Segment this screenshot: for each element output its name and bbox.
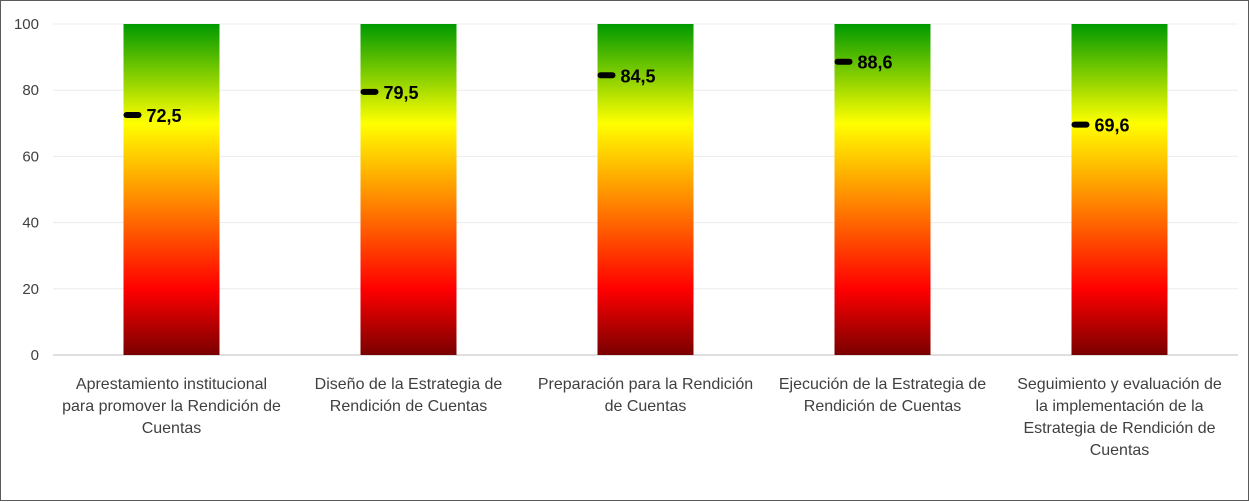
bar: [360, 24, 457, 355]
y-tick-label: 20: [22, 281, 39, 298]
data-label: 69,6: [1095, 116, 1130, 136]
data-label: 84,5: [621, 66, 656, 86]
y-tick-label: 60: [22, 148, 39, 165]
data-label: 79,5: [384, 83, 419, 103]
bar: [123, 24, 220, 355]
category-label: Preparación para la Rendición de Cuentas: [538, 376, 753, 415]
y-tick-label: 80: [22, 82, 39, 99]
bar: [1071, 24, 1168, 355]
y-axis-ticks: 0 20 40 60 80 100: [14, 16, 39, 364]
value-markers: 72,5 79,5 84,5 88,6 69,6: [123, 53, 1130, 136]
bars: [123, 24, 1168, 355]
bar: [834, 24, 931, 355]
category-label: Apresta­miento institucional para promove…: [62, 376, 281, 437]
data-label: 72,5: [147, 106, 182, 126]
y-tick-label: 100: [14, 16, 39, 33]
category-label: Seguimiento y evaluación de la implementa…: [1017, 376, 1222, 459]
data-label: 88,6: [858, 53, 893, 73]
y-tick-label: 40: [22, 215, 39, 232]
category-label: Diseño de la Estrategia de Rendición de C…: [315, 376, 503, 415]
bar: [597, 24, 694, 355]
category-label: Ejecución de la Estrategia de Rendición d…: [779, 376, 986, 415]
y-tick-label: 0: [31, 347, 39, 364]
x-axis-categories: Apresta­miento institucional para promove…: [62, 376, 1222, 459]
